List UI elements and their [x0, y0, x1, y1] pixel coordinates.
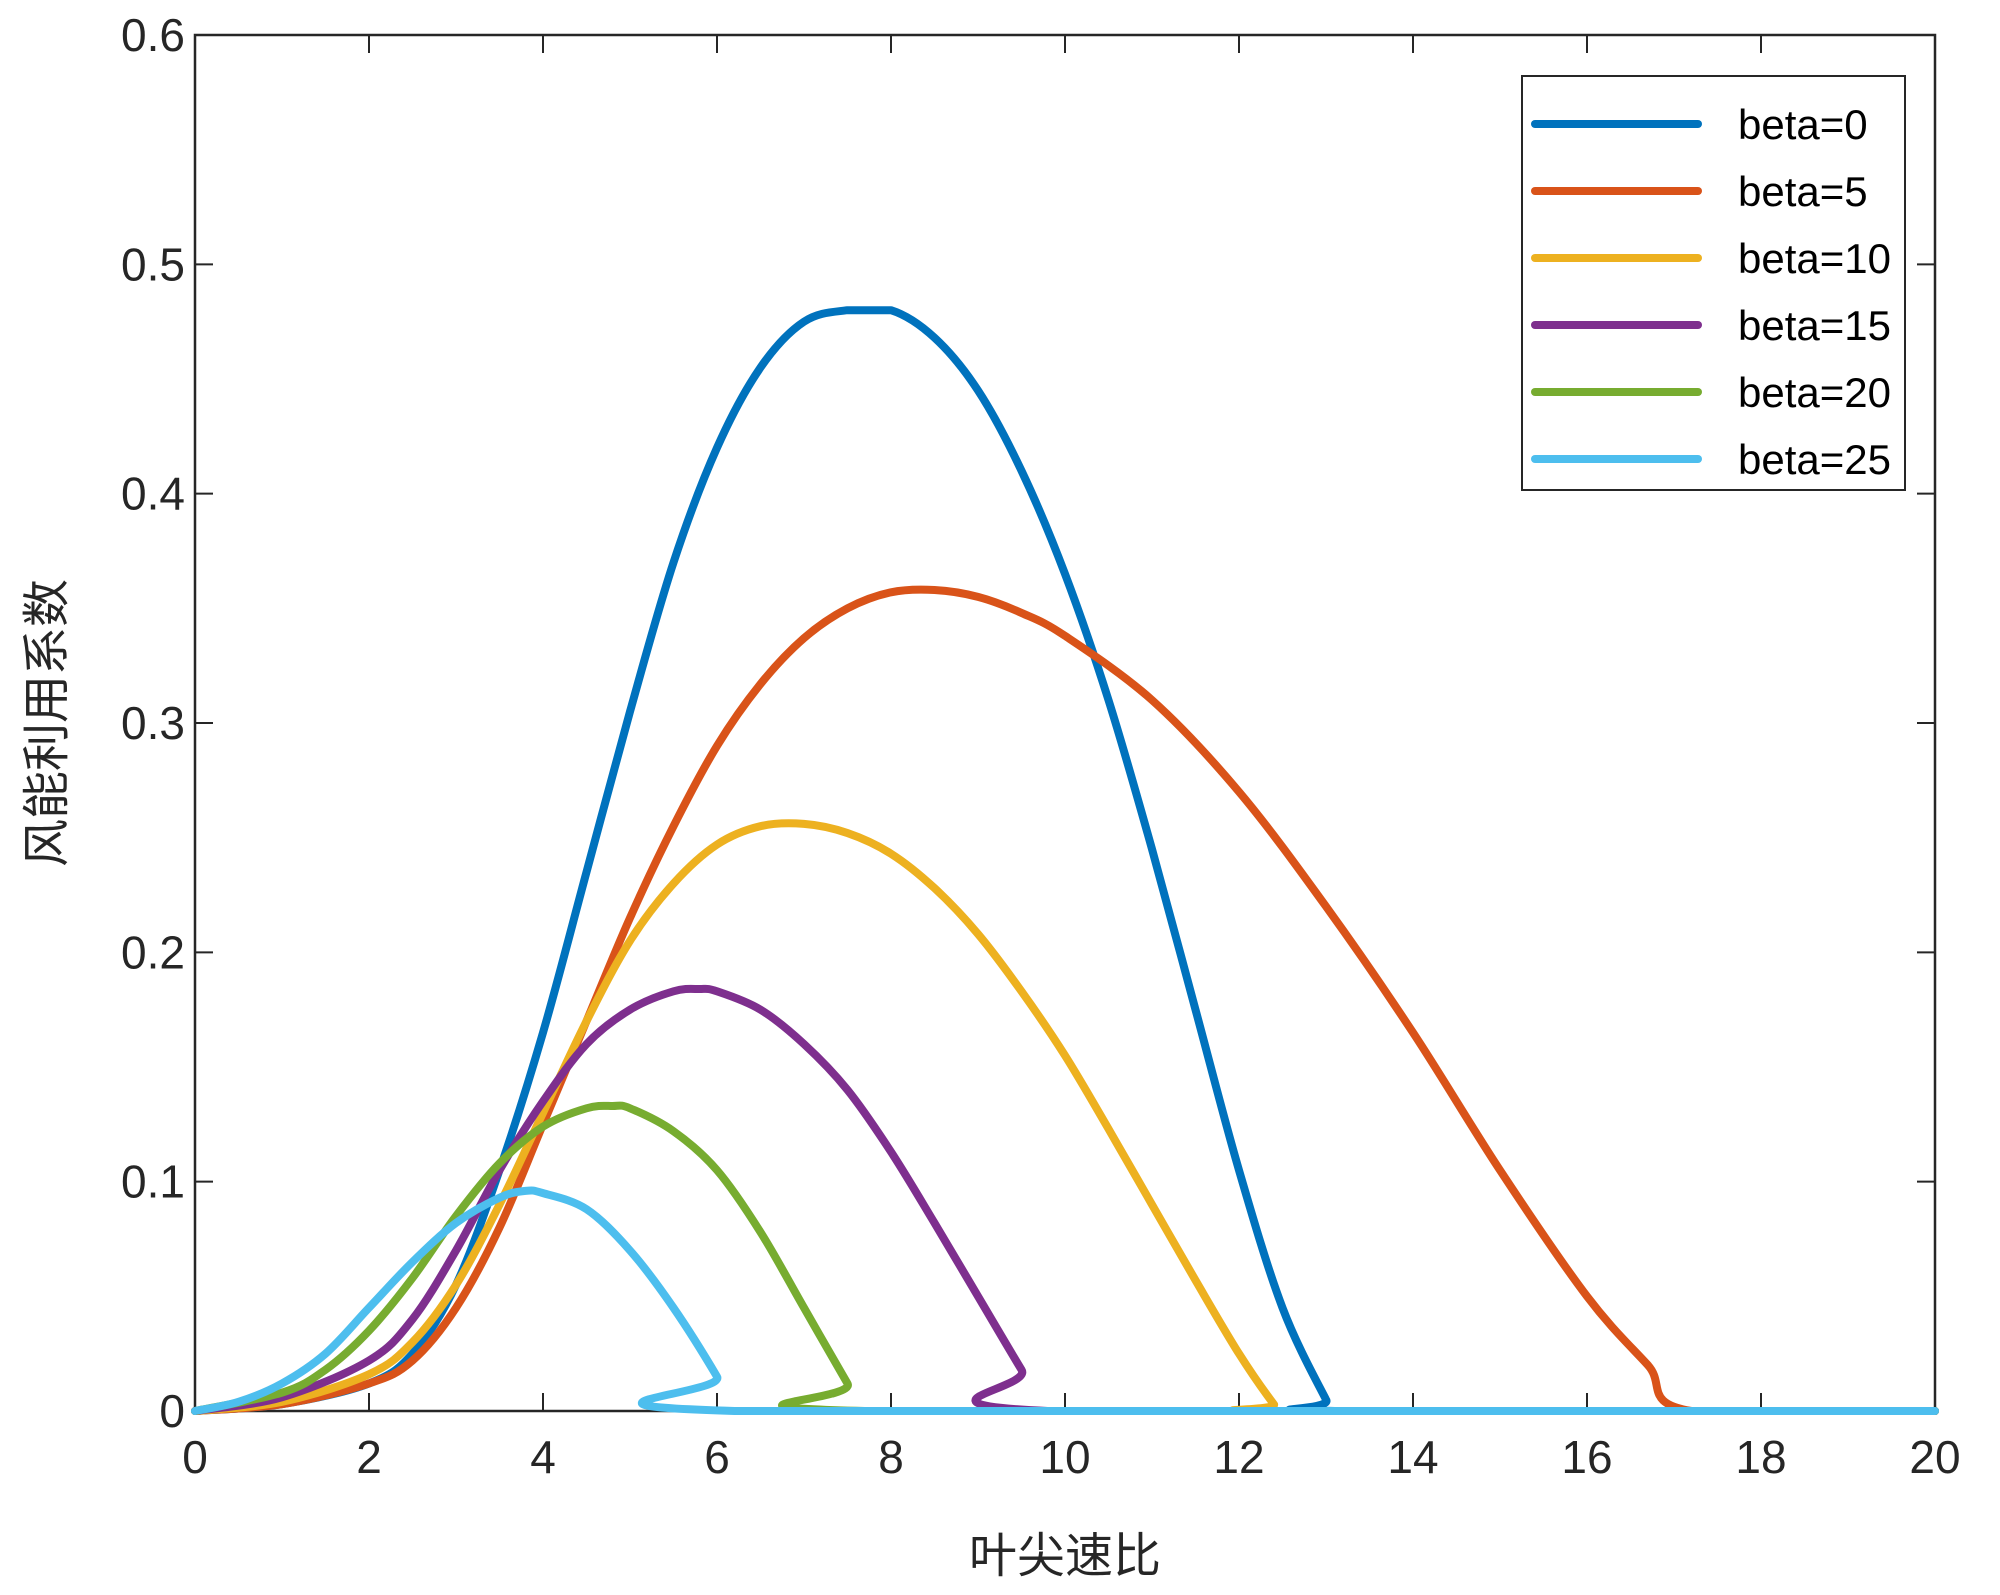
legend-label-beta-15: beta=15 [1738, 302, 1891, 349]
legend-label-beta-5: beta=5 [1738, 168, 1868, 215]
legend-label-beta-10: beta=10 [1738, 235, 1891, 282]
y-tick-label: 0.2 [121, 926, 185, 978]
x-tick-label: 6 [704, 1431, 730, 1483]
legend-label-beta-25: beta=25 [1738, 436, 1891, 483]
y-tick-label: 0.4 [121, 468, 185, 520]
x-tick-label: 0 [182, 1431, 208, 1483]
x-tick-label: 14 [1387, 1431, 1438, 1483]
x-tick-label: 4 [530, 1431, 556, 1483]
y-tick-label: 0.6 [121, 9, 185, 61]
legend-label-beta-0: beta=0 [1738, 101, 1868, 148]
x-tick-label: 12 [1213, 1431, 1264, 1483]
series-line-beta-0 [191, 306, 1939, 1415]
y-tick-label: 0.1 [121, 1156, 185, 1208]
tick-labels: 0 2 4 6 8 10 12 14 16 18 20 0 0.1 0.2 0.3 0.4 0.5 0.6 [121, 9, 1961, 1483]
legend-label-beta-20: beta=20 [1738, 369, 1891, 416]
x-tick-label: 2 [356, 1431, 382, 1483]
series-line-beta-20 [191, 1101, 1939, 1415]
y-tick-label: 0 [159, 1385, 185, 1437]
y-tick-label: 0.3 [121, 697, 185, 749]
x-tick-label: 8 [878, 1431, 904, 1483]
series-line-beta-10 [191, 819, 1939, 1415]
series-line-beta-5 [191, 585, 1939, 1415]
x-axis-label: 叶尖速比 [969, 1528, 1161, 1584]
x-tick-label: 20 [1909, 1431, 1960, 1483]
series-line-beta-15 [191, 984, 1939, 1415]
x-tick-label: 16 [1561, 1431, 1612, 1483]
x-tick-label: 18 [1735, 1431, 1786, 1483]
series-line-beta-25 [191, 1186, 1939, 1415]
series-lines [191, 306, 1939, 1415]
x-tick-label: 10 [1039, 1431, 1090, 1483]
y-tick-label: 0.5 [121, 238, 185, 290]
legend: beta=0 beta=5 beta=10 beta=15 beta=20 beta=25 [1521, 75, 1906, 491]
legend-box [1521, 75, 1906, 491]
y-axis-label: 风能利用系数 [19, 579, 75, 867]
